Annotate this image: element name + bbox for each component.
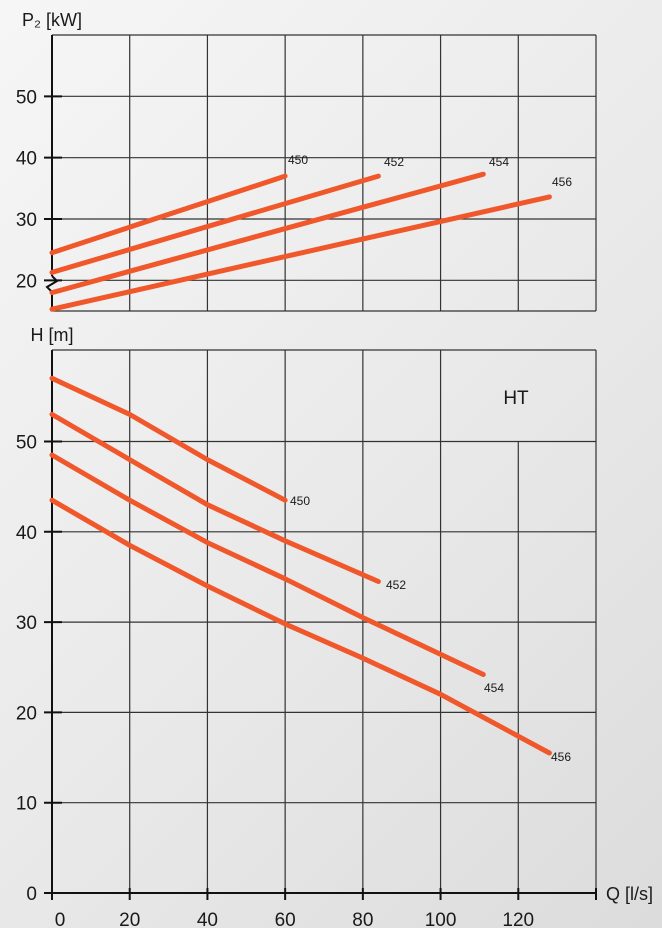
y-tick-label: 20	[16, 703, 37, 724]
power-curve-456	[49, 194, 552, 312]
head-curve-456	[49, 497, 552, 756]
y-tick-label: 30	[16, 210, 37, 231]
x-tick-label: 0	[55, 910, 66, 928]
y-tick-label: 20	[16, 271, 37, 292]
x-tick-label: 20	[119, 910, 140, 928]
head-series-label-450: 450	[290, 494, 310, 508]
power-curve-454	[49, 171, 486, 296]
power-series-label-450: 450	[288, 153, 308, 167]
power-series-label-456: 456	[552, 175, 572, 189]
y-tick-label: 30	[16, 613, 37, 634]
x-tick-label: 120	[502, 910, 534, 928]
power-series-label-452: 452	[384, 155, 404, 169]
x-axis-label: Q [l/s]	[606, 884, 653, 904]
head-series-label-452: 452	[386, 578, 406, 592]
head-curve-452	[49, 411, 381, 584]
y-tick-label: 40	[16, 149, 37, 170]
x-tick-label: 60	[275, 910, 296, 928]
y-tick-label: 0	[26, 884, 37, 905]
power-curve-450	[49, 173, 288, 256]
power-axis-label: P₂ [kW]	[22, 10, 82, 30]
head-curve-454	[49, 452, 486, 677]
head-axis-label: H [m]	[31, 325, 74, 345]
x-tick-label: 80	[352, 910, 373, 928]
y-tick-label: 50	[16, 433, 37, 454]
power-series-label-454: 454	[489, 155, 509, 169]
y-tick-label: 50	[16, 87, 37, 108]
x-tick-label: 40	[197, 910, 218, 928]
ht-annotation: HT	[503, 388, 529, 409]
axis-break-symbol	[45, 275, 59, 293]
head-curve-450	[49, 375, 288, 503]
head-series-label-456: 456	[551, 750, 571, 764]
y-tick-label: 10	[16, 794, 37, 815]
power-curve-452	[49, 173, 381, 275]
y-tick-label: 40	[16, 523, 37, 544]
head-series-label-454: 454	[484, 681, 504, 695]
x-tick-label: 100	[425, 910, 457, 928]
